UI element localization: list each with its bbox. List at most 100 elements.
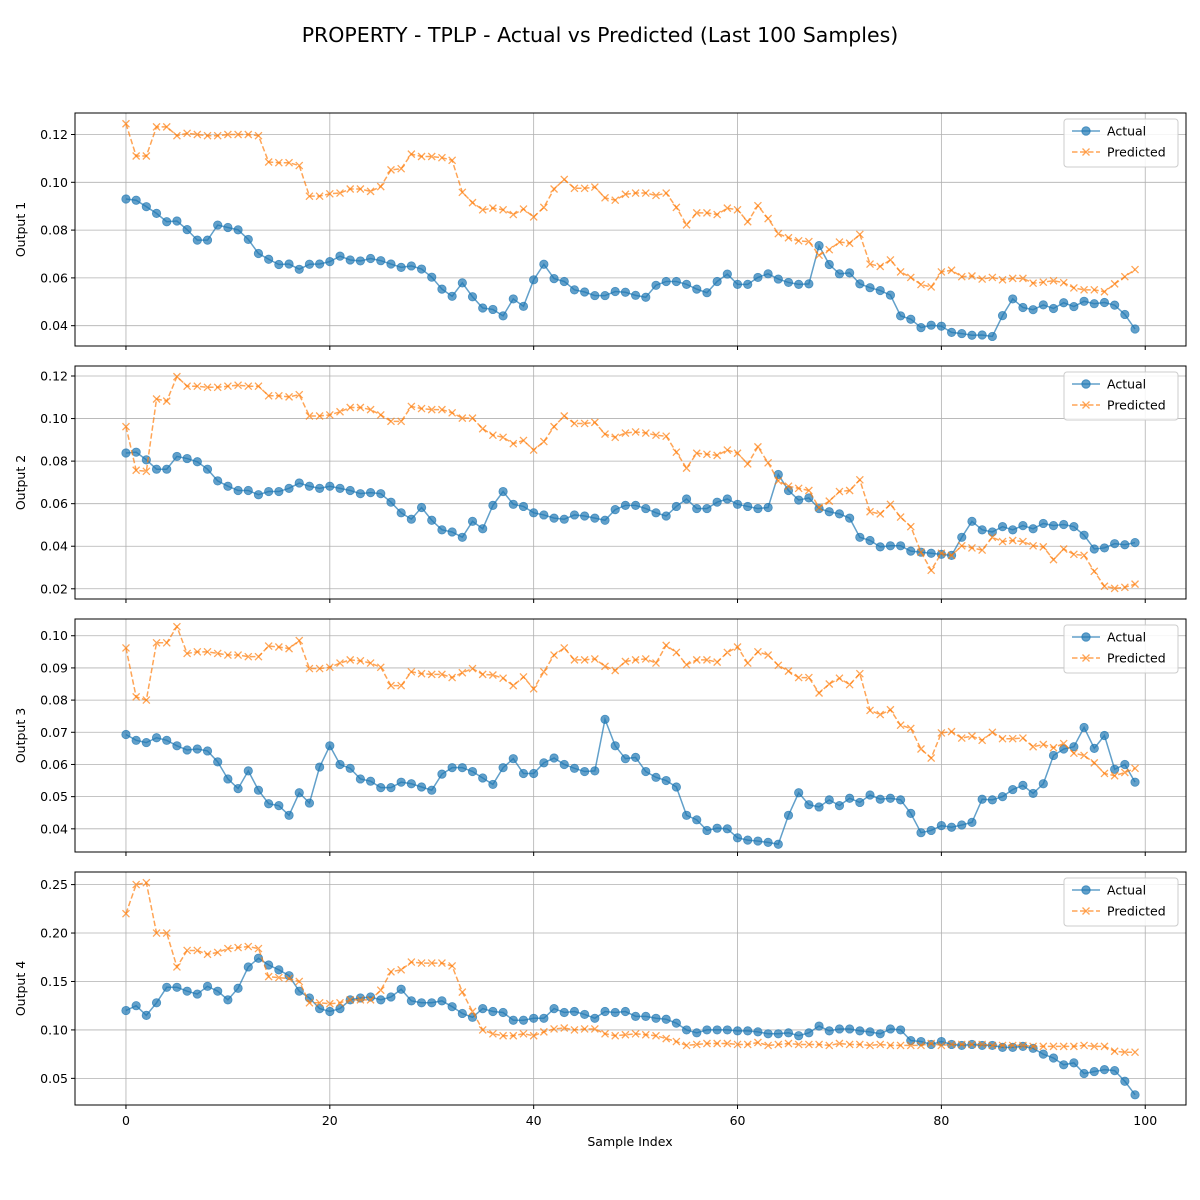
- data-point-predicted: [397, 681, 406, 690]
- data-point-actual: [1120, 1076, 1130, 1086]
- legend-label-actual: Actual: [1107, 630, 1146, 645]
- data-point-actual: [151, 208, 162, 218]
- data-point-predicted: [1008, 536, 1017, 545]
- data-point-predicted: [325, 410, 334, 419]
- data-point-actual: [957, 820, 967, 830]
- data-point-predicted: [285, 158, 294, 167]
- data-point-predicted: [458, 988, 467, 997]
- data-point-actual: [1008, 784, 1018, 795]
- data-point-predicted: [193, 382, 202, 391]
- data-point-predicted: [315, 192, 324, 201]
- legend-marker-predicted: [1082, 148, 1090, 156]
- data-point-actual: [172, 216, 182, 226]
- data-point-predicted: [203, 950, 212, 959]
- data-point-actual: [427, 515, 437, 525]
- data-point-actual: [824, 795, 834, 805]
- data-point-actual: [467, 516, 478, 526]
- subplots: 0.04 0.06 0.08 0.10 0.12 Output 1 Actual Predic…: [13, 112, 1187, 1128]
- data-point-actual: [641, 503, 651, 514]
- data-point-actual: [926, 548, 936, 558]
- data-point-predicted: [1018, 537, 1027, 546]
- data-point-predicted: [519, 1029, 528, 1038]
- data-point-predicted: [1090, 567, 1099, 576]
- data-point-predicted: [886, 705, 895, 714]
- data-point-predicted: [753, 1038, 762, 1047]
- data-point-predicted: [917, 745, 925, 753]
- data-point-predicted: [132, 152, 141, 160]
- data-point-actual: [264, 486, 274, 497]
- data-point-actual: [896, 311, 906, 321]
- data-point-predicted: [223, 944, 232, 953]
- data-point-predicted: [937, 728, 946, 737]
- data-point-predicted: [356, 995, 365, 1004]
- data-point-actual: [1059, 298, 1069, 308]
- data-point-predicted: [356, 403, 365, 412]
- data-point-predicted: [1049, 276, 1058, 285]
- data-point-actual: [1089, 544, 1099, 554]
- data-point-actual: [671, 276, 681, 287]
- data-point-actual: [172, 741, 182, 751]
- data-point-predicted: [1039, 1042, 1048, 1051]
- data-point-actual: [141, 737, 151, 748]
- data-point-actual: [508, 294, 518, 304]
- data-point-predicted: [662, 432, 671, 441]
- data-point-predicted: [713, 1039, 722, 1048]
- data-point-actual: [743, 835, 753, 845]
- data-point-predicted: [356, 656, 365, 665]
- data-point-predicted: [998, 275, 1007, 284]
- data-point-actual: [284, 971, 294, 981]
- data-point-predicted: [1008, 1041, 1017, 1050]
- data-point-predicted: [1039, 740, 1048, 749]
- data-point-actual: [559, 759, 569, 770]
- y-tick-label: 0.12: [40, 369, 68, 384]
- data-point-predicted: [285, 644, 294, 653]
- series-line-predicted: [125, 375, 1136, 590]
- data-point-predicted: [570, 419, 579, 428]
- data-point-actual: [1069, 1058, 1079, 1068]
- y-tick-label: 0.20: [40, 926, 68, 941]
- data-point-actual: [1028, 524, 1038, 534]
- data-point-predicted: [1029, 1042, 1038, 1051]
- data-point-actual: [518, 1015, 529, 1025]
- data-point-predicted: [437, 153, 446, 162]
- data-point-predicted: [733, 449, 742, 458]
- data-point-predicted: [682, 1041, 691, 1050]
- data-point-actual: [1120, 540, 1130, 550]
- data-point-predicted: [448, 156, 457, 165]
- data-point-actual: [946, 822, 957, 832]
- data-point-actual: [202, 981, 213, 991]
- data-point-predicted: [1080, 285, 1089, 294]
- data-point-predicted: [927, 754, 936, 762]
- data-point-actual: [304, 798, 315, 808]
- data-point-predicted: [550, 422, 559, 431]
- data-point-actual: [1099, 297, 1110, 308]
- data-point-actual: [233, 784, 243, 794]
- data-point-predicted: [906, 273, 915, 282]
- data-point-actual: [783, 810, 794, 820]
- data-point-predicted: [753, 647, 762, 656]
- data-point-predicted: [509, 439, 518, 448]
- data-point-predicted: [1131, 580, 1139, 589]
- data-point-predicted: [886, 1041, 895, 1050]
- data-point-predicted: [743, 459, 752, 468]
- data-point-actual: [141, 1010, 151, 1020]
- data-point-predicted: [1059, 1042, 1068, 1051]
- data-point-predicted: [264, 158, 273, 166]
- y-tick-label: 0.04: [40, 821, 68, 836]
- y-axis-label: Output 4: [13, 961, 28, 1016]
- data-point-predicted: [295, 636, 304, 645]
- data-point-actual: [834, 1024, 845, 1034]
- data-point-predicted: [336, 659, 344, 668]
- data-point-predicted: [1049, 555, 1058, 564]
- data-point-actual: [253, 490, 264, 500]
- data-point-actual: [1038, 300, 1048, 310]
- data-point-predicted: [274, 973, 283, 982]
- data-point-predicted: [407, 958, 416, 967]
- data-point-predicted: [866, 706, 874, 715]
- data-point-actual: [702, 288, 712, 298]
- data-point-actual: [845, 513, 855, 523]
- legend: Actual Predicted: [1063, 118, 1179, 168]
- subplot-2: 0.02 0.04 0.06 0.08 0.10 0.12 Output 2 Actual Pr…: [13, 365, 1187, 603]
- data-point-predicted: [397, 417, 406, 426]
- data-point-predicted: [285, 974, 294, 983]
